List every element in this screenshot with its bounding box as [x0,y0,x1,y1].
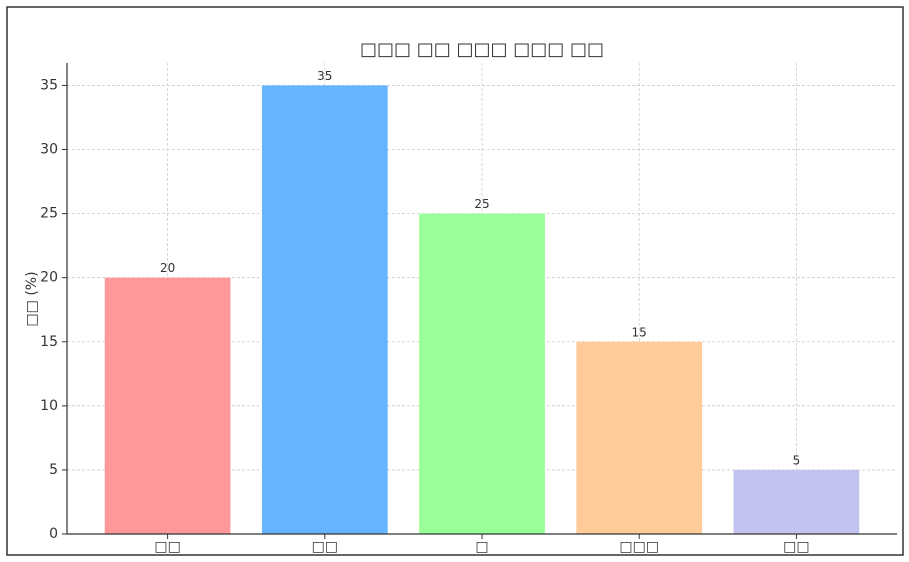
y-axis-label: □□ (%) [24,271,40,326]
x-tick-label: □ [475,539,488,555]
bar [733,469,860,534]
bar [419,213,545,534]
value-label: 35 [317,69,332,83]
y-tick-label: 0 [49,526,58,542]
bar [261,85,388,534]
value-label: 20 [160,261,175,275]
y-tick-label: 20 [40,270,58,286]
y-tick-label: 5 [49,462,58,478]
x-tick-label: □□ [783,539,809,555]
value-label: 15 [632,325,647,339]
y-tick-label: 15 [40,334,58,350]
bar [104,277,231,534]
bar [576,341,703,534]
x-tick-label: □□ [312,539,338,555]
value-label: 5 [793,453,801,467]
x-tick-label: □□ [154,539,180,555]
x-tick-label: □□□ [619,539,659,555]
y-tick-label: 30 [40,142,58,158]
value-label: 25 [474,197,489,211]
chart-title: □□□ □□ □□□ □□□ □□ [360,39,604,60]
y-tick-label: 25 [40,206,58,222]
y-tick-label: 10 [40,398,58,414]
y-tick-label: 35 [40,77,58,93]
